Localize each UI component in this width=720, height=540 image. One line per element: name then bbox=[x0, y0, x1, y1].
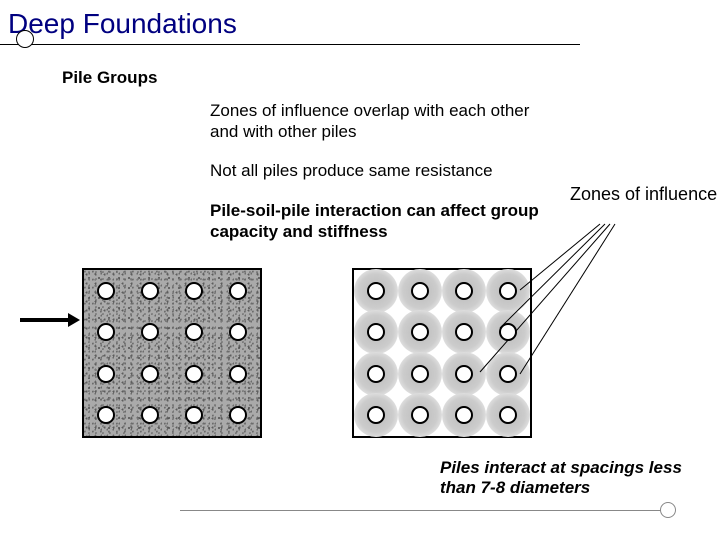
pile bbox=[141, 365, 159, 383]
pile bbox=[141, 323, 159, 341]
zone-cell bbox=[486, 395, 530, 437]
zone-cell bbox=[442, 270, 486, 312]
title-bullet bbox=[16, 30, 34, 48]
zone-cell bbox=[354, 312, 398, 354]
arrow-into-left-diagram bbox=[20, 310, 80, 330]
subheading: Pile Groups bbox=[62, 68, 157, 88]
bottom-rule bbox=[180, 510, 670, 511]
zone-cell bbox=[486, 270, 530, 312]
pile bbox=[229, 365, 247, 383]
zone-cell bbox=[398, 312, 442, 354]
body-text-1: Zones of influence overlap with each oth… bbox=[210, 100, 530, 143]
pile bbox=[455, 365, 473, 383]
bottom-bullet bbox=[660, 502, 676, 518]
pile bbox=[229, 323, 247, 341]
body-text-2: Not all piles produce same resistance bbox=[210, 160, 550, 181]
pile bbox=[499, 282, 517, 300]
zone-cell bbox=[354, 395, 398, 437]
pile bbox=[367, 282, 385, 300]
left-diagram bbox=[82, 268, 262, 438]
pile bbox=[97, 365, 115, 383]
pile bbox=[185, 406, 203, 424]
zone-grid bbox=[354, 270, 530, 436]
pile bbox=[185, 282, 203, 300]
pile bbox=[411, 282, 429, 300]
zone-cell bbox=[398, 270, 442, 312]
body-text-3: Pile-soil-pile interaction can affect gr… bbox=[210, 200, 550, 243]
pile bbox=[97, 282, 115, 300]
caption: Piles interact at spacings less than 7-8… bbox=[440, 458, 720, 499]
zone-cell bbox=[442, 312, 486, 354]
zone-cell bbox=[442, 395, 486, 437]
pile bbox=[185, 323, 203, 341]
zones-label: Zones of influence bbox=[570, 184, 717, 206]
pile bbox=[367, 365, 385, 383]
pile bbox=[455, 282, 473, 300]
zone-cell bbox=[354, 270, 398, 312]
pile-grid-left bbox=[84, 270, 260, 436]
zone-cell bbox=[486, 353, 530, 395]
pile bbox=[229, 282, 247, 300]
pile bbox=[499, 365, 517, 383]
zone-cell bbox=[398, 353, 442, 395]
pile bbox=[185, 365, 203, 383]
zone-cell bbox=[442, 353, 486, 395]
pile bbox=[141, 282, 159, 300]
slide-title: Deep Foundations bbox=[8, 8, 237, 40]
zone-cell bbox=[354, 353, 398, 395]
pile bbox=[97, 323, 115, 341]
right-diagram bbox=[352, 268, 532, 438]
title-underline bbox=[0, 44, 580, 45]
pile bbox=[97, 406, 115, 424]
pile bbox=[229, 406, 247, 424]
zone-cell bbox=[398, 395, 442, 437]
zone-cell bbox=[486, 312, 530, 354]
pile bbox=[141, 406, 159, 424]
pile bbox=[411, 365, 429, 383]
